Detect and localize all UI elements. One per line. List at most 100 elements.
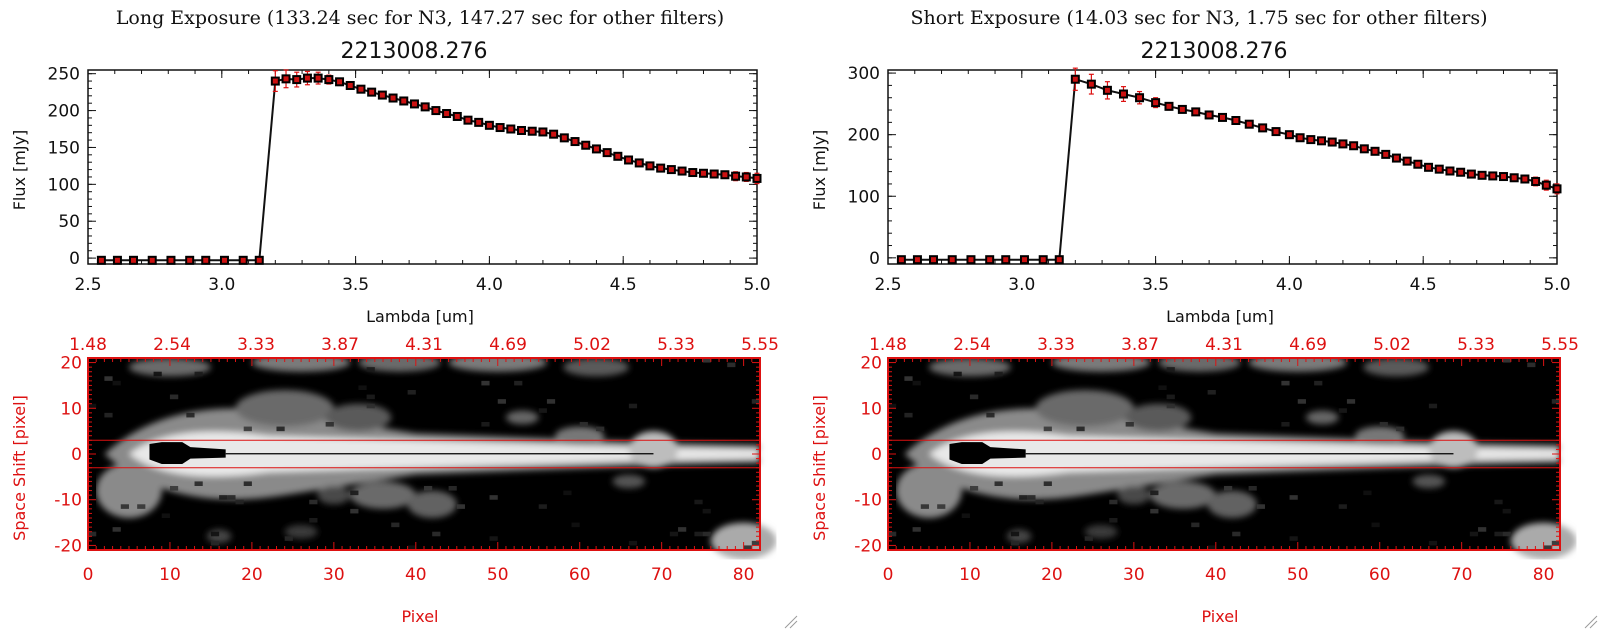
flux-data-point xyxy=(624,155,634,165)
flux-data-point xyxy=(1413,159,1423,169)
noise-pixel xyxy=(448,486,457,491)
noise-pixel xyxy=(350,490,359,496)
noise-pixel xyxy=(104,376,113,381)
flux-data-point xyxy=(1177,104,1187,114)
noise-pixel xyxy=(538,408,547,413)
emission-blob xyxy=(251,358,351,372)
noise-pixel xyxy=(571,522,580,528)
noise-pixel xyxy=(904,376,913,381)
flux-data-point xyxy=(1370,146,1380,156)
noise-pixel xyxy=(366,403,375,409)
pixel-tick-label: 80 xyxy=(733,565,755,585)
noise-pixel xyxy=(309,499,318,505)
flux-data-point xyxy=(442,109,452,119)
flux-data-point xyxy=(645,161,655,171)
pixel-tick-label: 10 xyxy=(159,565,181,585)
flux-data-point xyxy=(409,99,419,109)
noise-pixel xyxy=(1527,362,1536,368)
noise-pixel xyxy=(210,531,220,537)
noise-pixel xyxy=(751,540,760,546)
noise-pixel xyxy=(1338,408,1347,413)
pixel-tick-label: 30 xyxy=(1123,565,1145,585)
short-exposure-object-id: 2213008.276 xyxy=(1141,39,1288,64)
saturated-core xyxy=(149,442,226,465)
x-tick-label: 3.0 xyxy=(1008,275,1035,295)
flux-data-point xyxy=(538,127,548,137)
x-tick-label: 3.0 xyxy=(208,275,235,295)
emission-blob xyxy=(1412,474,1446,489)
noise-pixel xyxy=(694,499,703,505)
resize-grip-icon[interactable] xyxy=(1584,615,1598,629)
pixel-tick-label: 0 xyxy=(883,565,894,585)
noise-pixel xyxy=(1396,426,1405,432)
noise-pixel xyxy=(1043,426,1052,432)
flux-data-point xyxy=(1488,171,1498,181)
noise-pixel xyxy=(628,403,638,409)
noise-pixel xyxy=(112,380,121,386)
y-tick-label: 200 xyxy=(48,102,80,122)
flux-data-point xyxy=(720,170,730,180)
space-shift-tick-label: 20 xyxy=(860,354,882,374)
noise-pixel xyxy=(953,371,962,377)
noise-pixel xyxy=(1207,390,1216,395)
flux-data-point xyxy=(1164,101,1174,111)
space-shift-tick-label: -10 xyxy=(854,491,882,511)
noise-pixel xyxy=(194,481,203,486)
long-exposure-spectrum-plot: 2.5 3.0 3.5 4.0 4.5 5.0 0 50 100 150 200 250 xyxy=(48,65,771,295)
noise-pixel xyxy=(1289,536,1298,541)
flux-data-point xyxy=(474,117,484,127)
emission-blob xyxy=(284,524,318,539)
flux-data-point xyxy=(1541,180,1551,190)
noise-pixel xyxy=(546,399,556,404)
flux-data-point xyxy=(656,163,666,173)
noise-pixel xyxy=(104,412,113,418)
flux-data-point xyxy=(1258,123,1268,133)
flux-data-point xyxy=(1338,139,1348,149)
noise-pixel xyxy=(350,508,359,514)
y-tick-label: 50 xyxy=(58,212,80,232)
noise-pixel xyxy=(1289,495,1298,500)
pixel-tick-label: 20 xyxy=(241,565,263,585)
space-shift-tick-label: 0 xyxy=(871,445,882,465)
flux-data-point xyxy=(1019,255,1029,265)
emission-blob xyxy=(1035,390,1134,427)
flux-data-point xyxy=(1349,141,1359,151)
long-image-xlabel: Pixel xyxy=(401,607,438,626)
wavelength-tick-label: 2.54 xyxy=(153,335,191,355)
noise-pixel xyxy=(358,385,367,390)
noise-pixel xyxy=(243,481,252,486)
noise-pixel xyxy=(563,490,572,496)
x-tick-label: 4.0 xyxy=(1276,275,1303,295)
noise-pixel xyxy=(497,399,506,404)
wavelength-tick-label: 4.69 xyxy=(1289,335,1327,355)
flux-data-point xyxy=(947,255,957,265)
emission-blob xyxy=(235,390,334,427)
noise-pixel xyxy=(153,371,162,377)
flux-data-point xyxy=(752,173,762,183)
noise-pixel xyxy=(969,394,979,400)
noise-pixel xyxy=(481,380,490,386)
wavelength-tick-label: 3.87 xyxy=(321,335,359,355)
space-shift-tick-label: -10 xyxy=(54,491,82,511)
x-tick-label: 4.5 xyxy=(1410,275,1437,295)
noise-pixel xyxy=(481,422,490,427)
noise-pixel xyxy=(366,394,375,400)
emission-blob xyxy=(1084,524,1118,539)
noise-pixel xyxy=(194,371,203,377)
resize-grip-icon[interactable] xyxy=(784,615,798,629)
pixel-tick-label: 10 xyxy=(959,565,981,585)
emission-blob xyxy=(710,522,777,560)
noise-pixel xyxy=(1363,490,1372,496)
noise-pixel xyxy=(489,495,498,500)
emission-blob xyxy=(1428,431,1479,468)
short-exposure-spectral-image: 0 10 20 30 40 50 60 70 80 1.48 2.54 3.33 3.87 4.31 4.6… xyxy=(854,335,1579,585)
noise-pixel xyxy=(120,504,129,509)
short-exposure-title: Short Exposure (14.03 sec for N3, 1.75 s… xyxy=(910,7,1487,29)
flux-data-point xyxy=(1381,149,1391,159)
pixel-tick-label: 20 xyxy=(1041,565,1063,585)
flux-data-point xyxy=(201,255,211,265)
flux-data-point xyxy=(302,73,312,83)
flux-data-point xyxy=(896,255,906,265)
flux-data-point xyxy=(281,74,291,84)
